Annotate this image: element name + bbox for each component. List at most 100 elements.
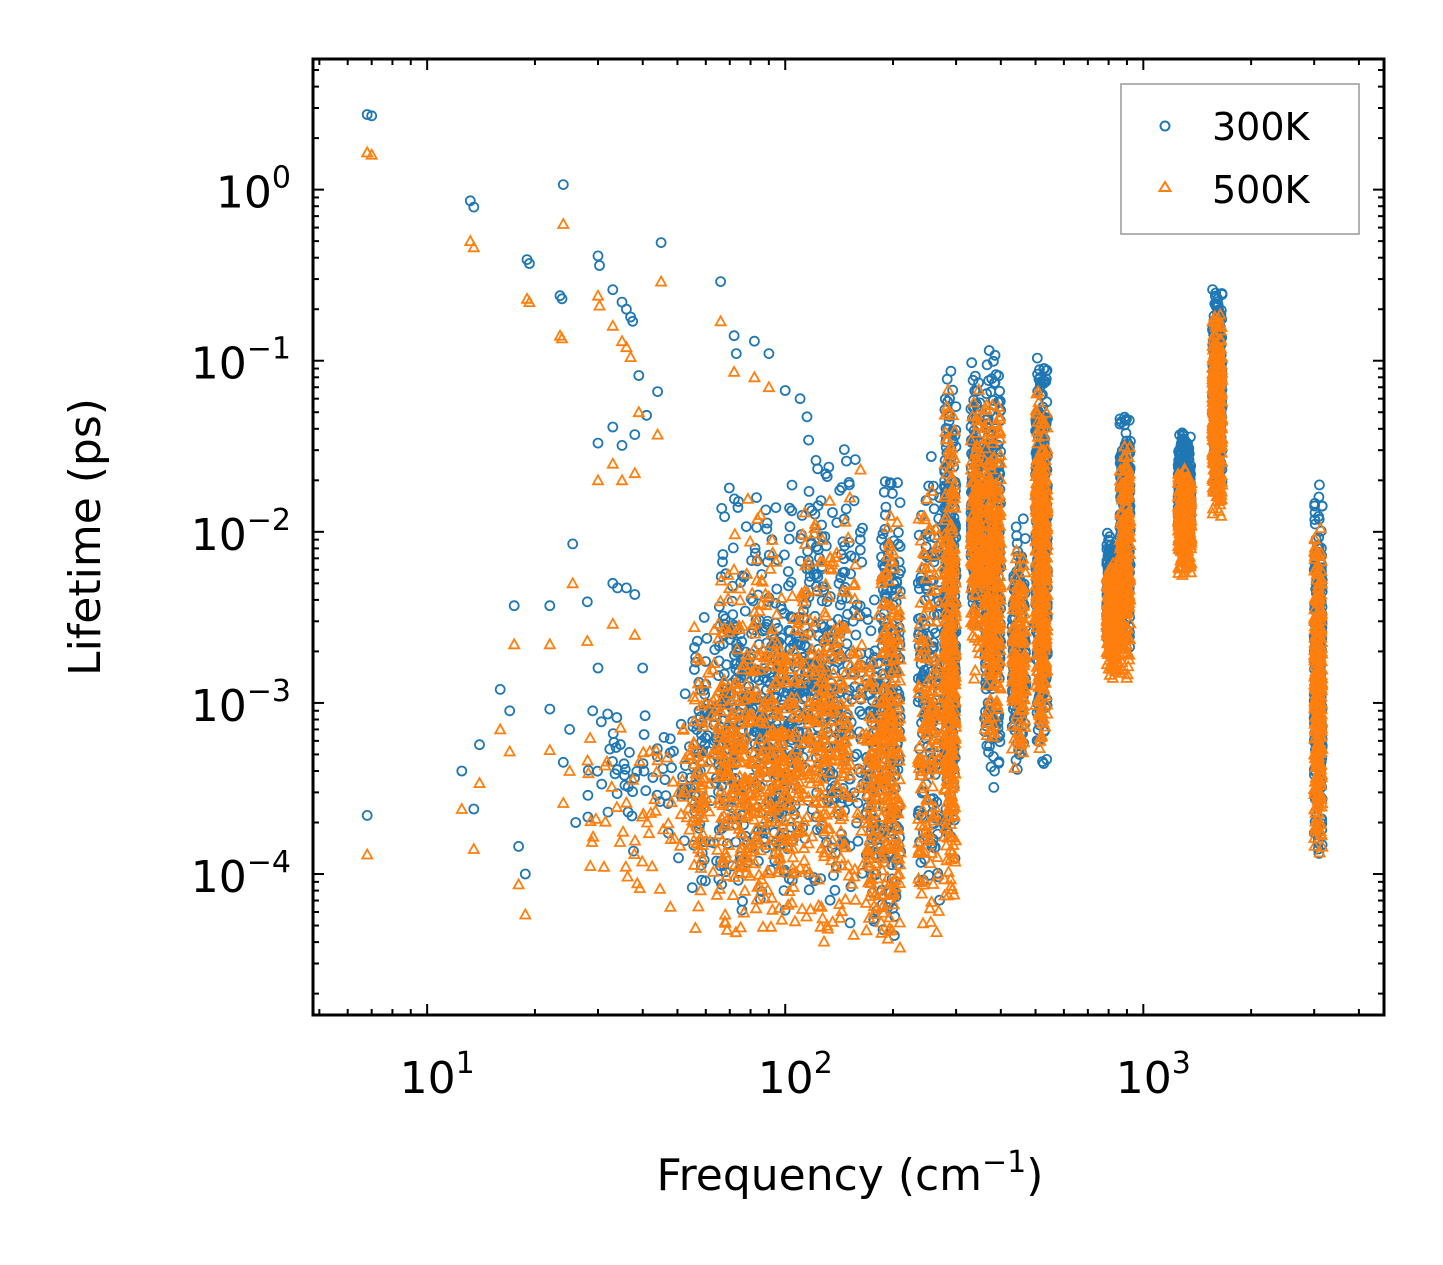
data-point-500k	[758, 716, 772, 729]
data-point-500k	[788, 725, 802, 737]
data-point-300k	[611, 788, 623, 799]
data-point-500k	[694, 832, 708, 844]
data-point-500k	[772, 901, 786, 913]
data-point-500k	[797, 670, 812, 683]
data-point-300k	[727, 609, 739, 620]
data-point-500k	[584, 814, 598, 827]
data-point-300k	[799, 639, 811, 651]
data-point-500k	[732, 622, 747, 635]
data-point-300k	[639, 710, 651, 722]
data-point-500k	[581, 766, 595, 779]
data-point-300k	[928, 503, 940, 515]
data-point-300k	[824, 894, 836, 906]
data-point-500k	[694, 698, 708, 711]
data-point-500k	[769, 555, 783, 567]
data-point-500k	[722, 581, 736, 594]
data-point-500k	[793, 860, 807, 873]
data-point-300k	[834, 599, 846, 611]
data-point-300k	[988, 355, 999, 367]
data-point-500k	[769, 728, 783, 740]
data-point-500k	[628, 833, 642, 846]
data-point-300k	[879, 476, 891, 488]
data-point-500k	[729, 925, 743, 938]
data-point-300k	[869, 594, 880, 606]
data-point-500k	[687, 620, 701, 632]
data-point-300k	[564, 724, 575, 735]
data-point-300k	[812, 571, 824, 583]
data-point-500k	[758, 822, 772, 835]
data-point-300k	[736, 904, 748, 916]
data-point-500k	[752, 805, 766, 818]
data-point-500k	[782, 727, 796, 740]
data-point-500k	[720, 923, 734, 935]
data-point-500k	[621, 869, 635, 882]
data-point-500k	[605, 780, 619, 792]
data-point-300k	[779, 385, 791, 396]
data-point-300k	[838, 666, 849, 678]
data-point-300k	[761, 523, 773, 535]
data-point-300k	[1309, 514, 1321, 525]
data-point-500k	[753, 879, 767, 892]
data-point-500k	[695, 755, 709, 768]
data-point-500k	[747, 605, 762, 617]
data-point-500k	[754, 662, 768, 675]
data-point-500k	[779, 698, 793, 710]
data-point-500k	[714, 314, 728, 327]
data-point-500k	[825, 833, 839, 846]
data-point-500k	[725, 806, 739, 818]
data-point-500k	[693, 845, 707, 858]
data-point-300k	[994, 385, 1005, 397]
series-500k-points	[360, 145, 1329, 953]
data-point-500k	[775, 749, 789, 762]
data-point-300k	[1104, 531, 1116, 543]
data-point-500k	[743, 534, 757, 547]
data-point-300k	[698, 612, 710, 623]
data-point-500k	[640, 815, 654, 828]
data-point-500k	[772, 798, 786, 811]
data-point-500k	[767, 803, 782, 816]
data-point-500k	[778, 787, 792, 800]
data-point-500k	[714, 747, 728, 760]
data-point-500k	[740, 648, 754, 660]
data-point-300k	[837, 567, 849, 578]
data-point-500k	[781, 798, 795, 811]
data-point-500k	[749, 738, 764, 751]
data-point-500k	[784, 662, 798, 674]
data-point-300k	[736, 636, 748, 647]
data-point-300k	[989, 349, 1001, 361]
data-point-500k	[772, 833, 786, 846]
data-point-500k	[615, 473, 629, 486]
data-point-500k	[746, 757, 761, 769]
data-point-300k	[618, 758, 630, 770]
data-point-300k	[771, 583, 783, 595]
data-point-500k	[734, 840, 748, 853]
data-point-500k	[808, 516, 822, 529]
data-point-500k	[463, 234, 477, 246]
data-point-500k	[714, 783, 728, 796]
data-point-300k	[723, 482, 735, 494]
data-point-500k	[752, 835, 766, 848]
data-point-300k	[468, 803, 480, 815]
data-point-500k	[796, 527, 810, 540]
data-point-500k	[733, 593, 747, 606]
data-point-500k	[626, 773, 640, 785]
data-point-500k	[769, 674, 783, 687]
data-point-300k	[361, 109, 373, 120]
data-point-500k	[797, 853, 811, 866]
data-point-300k	[456, 765, 468, 777]
data-point-500k	[785, 589, 799, 601]
data-point-300k	[783, 580, 794, 592]
data-point-500k	[731, 717, 745, 730]
data-point-300k	[519, 868, 531, 880]
data-point-500k	[823, 494, 837, 506]
data-point-500k	[543, 743, 557, 755]
data-point-300k	[829, 884, 841, 896]
data-point-300k	[557, 756, 569, 768]
data-point-500k	[777, 813, 791, 826]
data-point-300k	[1011, 764, 1023, 775]
data-point-500k	[633, 754, 647, 767]
data-point-500k	[749, 901, 763, 914]
data-point-500k	[592, 298, 607, 311]
data-point-300k	[664, 733, 676, 745]
